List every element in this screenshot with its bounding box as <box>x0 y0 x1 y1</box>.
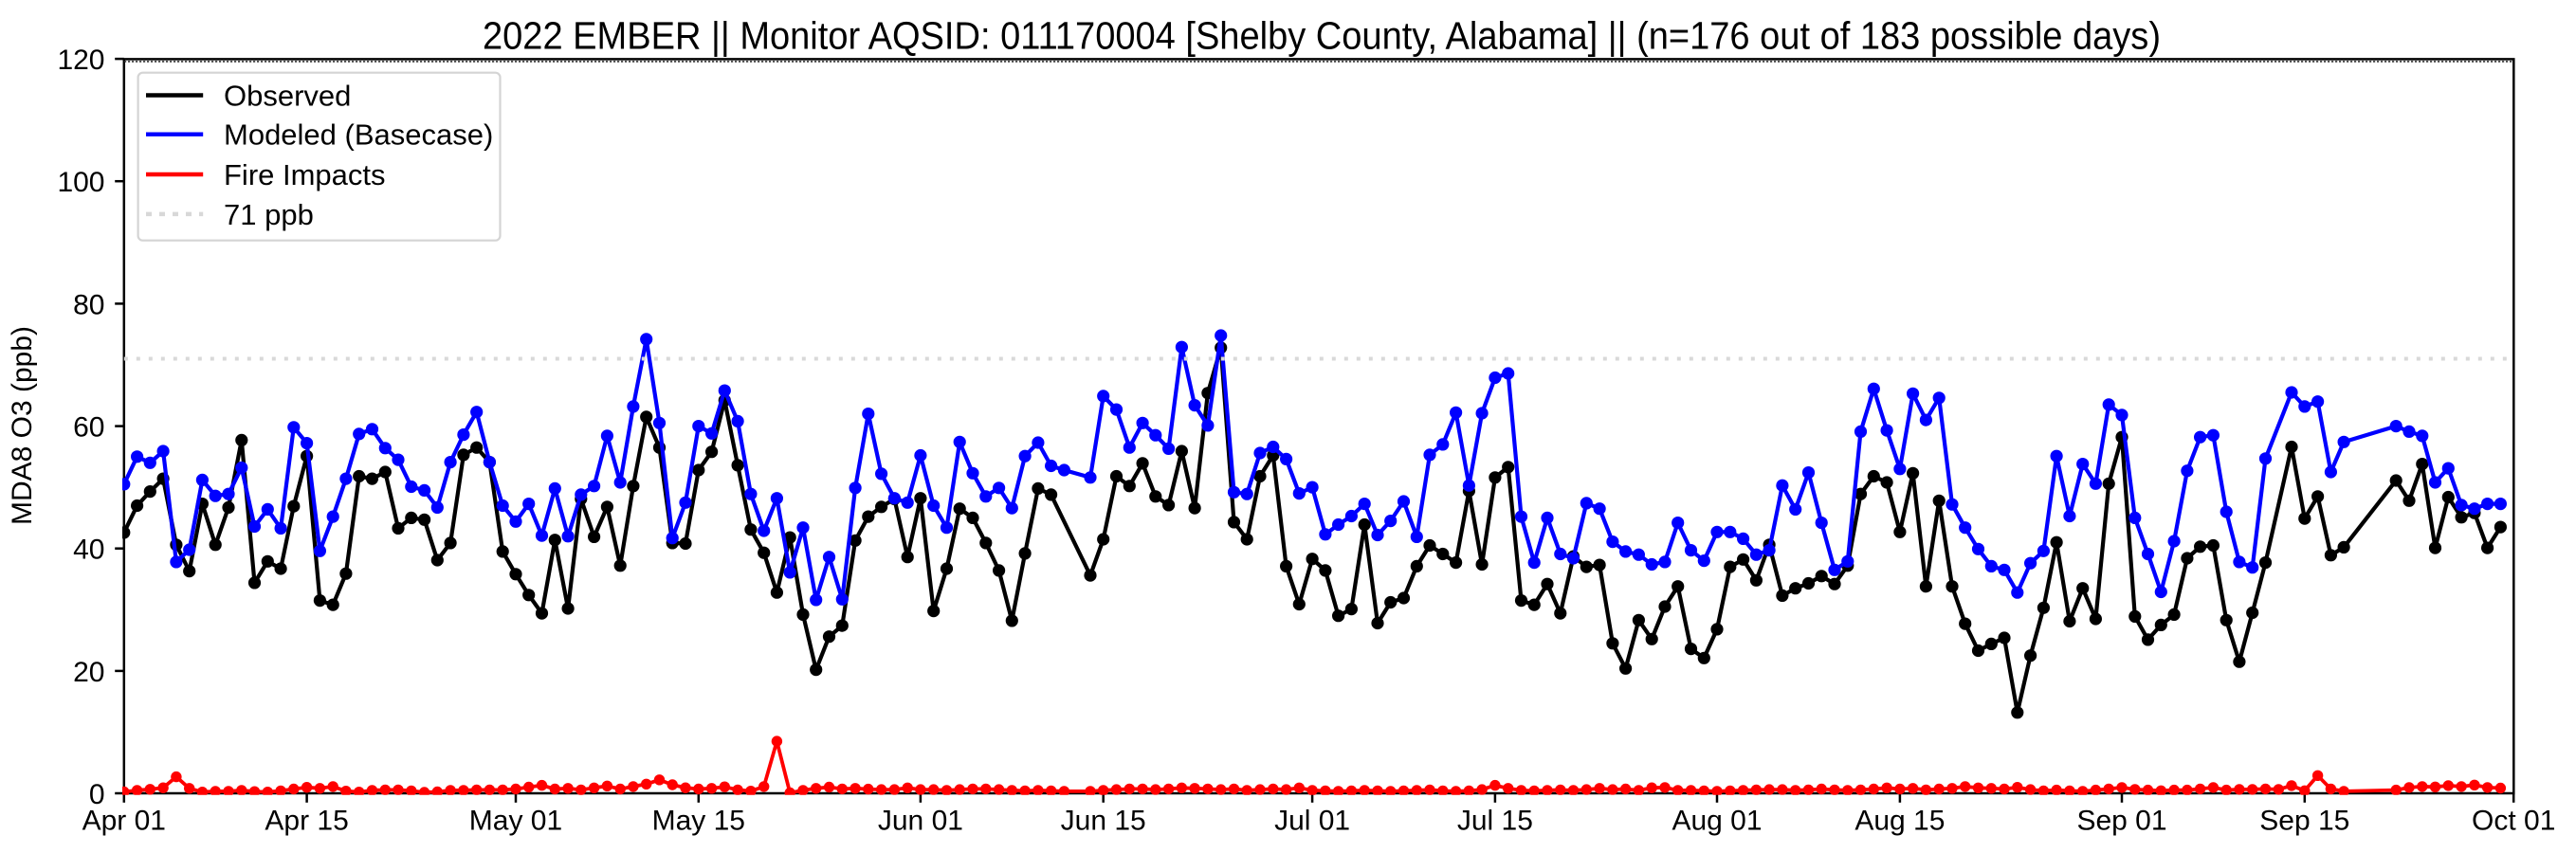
svg-text:Modeled (Basecase): Modeled (Basecase) <box>224 118 493 152</box>
svg-text:100: 100 <box>57 167 104 198</box>
svg-text:Aug 01: Aug 01 <box>1672 806 1762 837</box>
svg-text:60: 60 <box>73 412 104 444</box>
svg-text:Jul 01: Jul 01 <box>1274 806 1350 837</box>
svg-text:Oct 01: Oct 01 <box>2472 806 2555 837</box>
svg-text:Apr 01: Apr 01 <box>82 806 166 837</box>
svg-text:Aug 15: Aug 15 <box>1854 806 1945 837</box>
svg-text:Jun 01: Jun 01 <box>878 806 963 837</box>
svg-text:80: 80 <box>73 289 104 320</box>
svg-text:May 15: May 15 <box>652 806 745 837</box>
svg-text:40: 40 <box>73 535 104 566</box>
svg-text:Fire Impacts: Fire Impacts <box>224 158 386 191</box>
svg-text:20: 20 <box>73 657 104 688</box>
svg-text:MDA8 O3 (ppb): MDA8 O3 (ppb) <box>7 326 38 525</box>
svg-text:Observed: Observed <box>224 80 351 113</box>
svg-text:Jul 15: Jul 15 <box>1457 806 1533 837</box>
svg-text:May 01: May 01 <box>469 806 562 837</box>
svg-text:0: 0 <box>89 779 105 810</box>
svg-text:Sep 15: Sep 15 <box>2259 806 2349 837</box>
svg-text:Apr 15: Apr 15 <box>265 806 348 837</box>
svg-text:2022 EMBER || Monitor AQSID: 0: 2022 EMBER || Monitor AQSID: 011170004 [… <box>483 14 2161 58</box>
svg-text:Jun 15: Jun 15 <box>1061 806 1146 837</box>
svg-text:Sep 01: Sep 01 <box>2076 806 2166 837</box>
svg-text:71 ppb: 71 ppb <box>224 198 314 231</box>
svg-text:120: 120 <box>57 45 104 76</box>
